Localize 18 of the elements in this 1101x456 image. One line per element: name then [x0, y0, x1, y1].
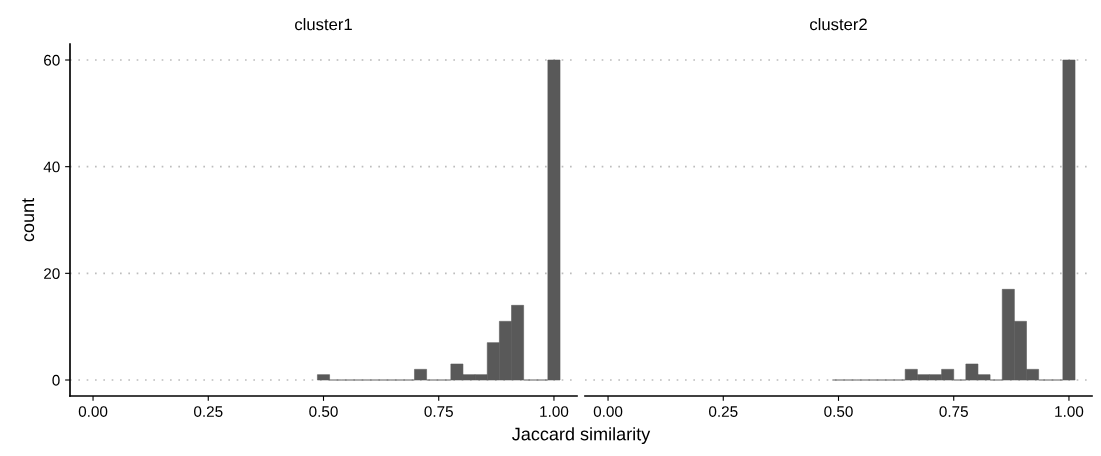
chart-title: cluster1	[295, 18, 352, 31]
y-axis-title: count	[22, 198, 35, 242]
x-tick-label: 0.50	[309, 406, 338, 417]
chart-title: cluster2	[810, 18, 867, 31]
x-tick-label: 0.75	[424, 406, 453, 417]
y-tick-label: 60	[44, 54, 60, 66]
y-tick-label: 40	[43, 161, 60, 173]
x-tick-label: 0.50	[824, 406, 853, 417]
x-tick-label: 0.75	[939, 406, 968, 417]
x-tick-label: 0.00	[78, 406, 108, 417]
x-tick-label: 1.00	[1055, 406, 1084, 417]
y-tick-label: 20	[44, 268, 60, 280]
x-tick-label: 1.00	[540, 406, 569, 417]
x-tick-label: 0.25	[709, 406, 738, 417]
x-axis-title: Jaccard similarity	[512, 427, 651, 444]
x-tick-label: 0.25	[194, 406, 223, 417]
x-tick-label: 0.00	[593, 406, 623, 417]
y-tick-label: 0	[52, 374, 60, 386]
